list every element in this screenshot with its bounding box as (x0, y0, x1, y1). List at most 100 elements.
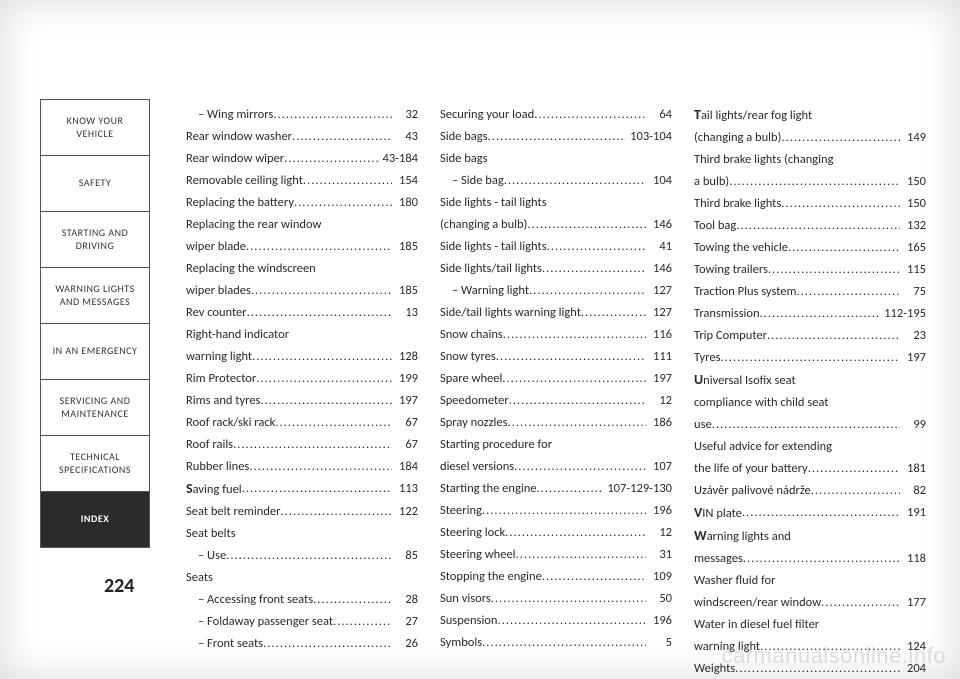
index-entry-label: (changing a bulb) (694, 127, 781, 149)
index-entry: Snow chains116 (440, 324, 672, 346)
index-entry-label: diesel versions (440, 456, 514, 478)
index-entry-page: 185 (392, 236, 418, 258)
leader-dots (251, 280, 392, 302)
index-entry-label: (changing a bulb) (440, 214, 527, 236)
index-entry-page: 67 (392, 434, 418, 456)
index-entry-page: 122 (392, 501, 418, 523)
leader-dots (537, 478, 604, 500)
index-col-3: Tail lights/rear fog light (changing a b… (694, 104, 926, 679)
index-entry-page: 82 (900, 480, 926, 502)
leader-dots (249, 456, 392, 478)
leader-dots (542, 566, 646, 588)
index-entry: Towing the vehicle165 (694, 237, 926, 259)
index-entry-page: 116 (646, 324, 672, 346)
leader-dots (547, 236, 646, 258)
index-entry: Spray nozzles 186 (440, 412, 672, 434)
sidebar-tab-5[interactable]: SERVICING ANDMAINTENANCE (40, 379, 150, 436)
sidebar-tab-0[interactable]: KNOW YOURVEHICLE (40, 99, 150, 156)
index-entry-page: 127 (646, 302, 672, 324)
index-entry-label: Roof rails (186, 434, 233, 456)
leader-dots (303, 170, 392, 192)
leader-dots (284, 148, 378, 170)
index-entry: Spare wheel197 (440, 368, 672, 390)
index-entry: Rubber lines184 (186, 456, 418, 478)
index-entry: Speedometer 12 (440, 390, 672, 412)
index-entry: Right-hand indicator warning light128 (186, 324, 418, 368)
index-entry-page: 43 (392, 126, 418, 148)
index-entry-label: Spray nozzles (440, 412, 508, 434)
index-entry: Removable ceiling light154 (186, 170, 418, 192)
index-entry-page: 181 (900, 458, 926, 480)
index-entry-label: Tyres (694, 347, 720, 369)
index-entry-label: Suspension (440, 610, 497, 632)
index-entry-label: VIN plate (694, 502, 742, 525)
index-entry-page: 197 (900, 347, 926, 369)
index-entry-page: 184 (392, 456, 418, 478)
leader-dots (508, 412, 647, 434)
page: KNOW YOURVEHICLESAFETYSTARTING ANDDRIVIN… (0, 0, 960, 679)
index-entry-label: – Foldaway passenger seat (198, 611, 333, 633)
index-entry: Symbols 5 (440, 632, 672, 654)
index-entry-page: 109 (646, 566, 672, 588)
index-entry: Replacing the windscreen wiper blades185 (186, 258, 418, 302)
leader-dots (256, 368, 392, 390)
leader-dots (788, 237, 900, 259)
index-entry-label: Removable ceiling light (186, 170, 303, 192)
leader-dots (273, 104, 392, 126)
index-entry: Universal Isofix seat compliance with ch… (694, 369, 926, 436)
index-entry-label: use (694, 414, 712, 436)
index-entry: Trip Computer23 (694, 325, 926, 347)
index-entry-page: 75 (900, 281, 926, 303)
index-entry-label: Replacing the windscreen (186, 258, 316, 280)
index-entry: – Warning light127 (440, 280, 672, 302)
index-entry-label: Symbols (440, 632, 482, 654)
index-entry-page: 146 (646, 214, 672, 236)
index-entry-label: Right-hand indicator (186, 324, 289, 346)
index-entry: Rear window wiper43-184 (186, 148, 418, 170)
leader-dots (281, 501, 393, 523)
index-entry-label: Tail lights/rear fog light (694, 104, 812, 127)
leader-dots (488, 126, 627, 148)
index-entry: Side bags103-104 (440, 126, 672, 148)
leader-dots (743, 548, 900, 570)
index-entry-page: 103-104 (626, 126, 672, 148)
index-entry-page: 186 (646, 412, 672, 434)
index-entry: VIN plate191 (694, 502, 926, 525)
sidebar-tab-3[interactable]: WARNING LIGHTSAND MESSAGES (40, 267, 150, 324)
index-entry-label: messages (694, 548, 743, 570)
sidebar-tab-2[interactable]: STARTING ANDDRIVING (40, 211, 150, 268)
index-entry-label: Steering wheel (440, 544, 516, 566)
leader-dots (712, 414, 900, 436)
index-entry-page: 197 (392, 390, 418, 412)
index-entry: Seat belts (186, 523, 418, 545)
index-entry-label: Roof rack/ski rack (186, 412, 275, 434)
sidebar-tab-7[interactable]: INDEX (40, 491, 150, 548)
index-entry: Traction Plus system75 (694, 281, 926, 303)
leader-dots (502, 368, 646, 390)
leader-dots (542, 258, 646, 280)
index-entry: Snow tyres111 (440, 346, 672, 368)
index-entry-page: 12 (646, 390, 672, 412)
sidebar-tab-1[interactable]: SAFETY (40, 155, 150, 212)
index-entry: Tyres 197 (694, 347, 926, 369)
index-entry-page: 111 (646, 346, 672, 368)
leader-dots (252, 346, 392, 368)
index-entry-page: 165 (900, 237, 926, 259)
index-entry: – Side bag104 (440, 170, 672, 192)
sidebar-tab-4[interactable]: IN AN EMERGENCY (40, 323, 150, 380)
sidebar-tab-6[interactable]: TECHNICALSPECIFICATIONS (40, 435, 150, 492)
index-entry-page: 5 (646, 632, 672, 654)
index-entry-page: 185 (392, 280, 418, 302)
index-entry: Towing trailers115 (694, 259, 926, 281)
index-entry-label: windscreen/rear window (694, 592, 821, 614)
index-entry-label: Seat belt reminder (186, 501, 281, 523)
index-entry-label: Speedometer (440, 390, 509, 412)
index-entry-label: Rear window washer (186, 126, 292, 148)
index-entry-label: warning light (186, 346, 252, 368)
leader-dots (742, 502, 900, 525)
leader-dots (768, 259, 900, 281)
leader-dots (516, 544, 646, 566)
index-entry-label: wiper blade (186, 236, 246, 258)
index-entry: Side bags (440, 148, 672, 170)
index-entry: Suspension196 (440, 610, 672, 632)
